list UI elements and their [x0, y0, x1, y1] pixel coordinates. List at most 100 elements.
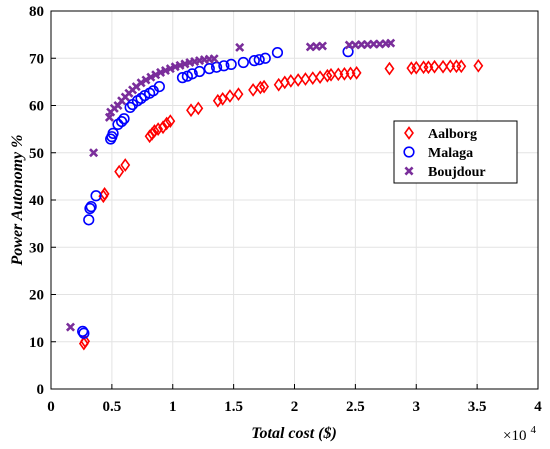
point-malaga: [107, 127, 119, 139]
point-boujdour: [209, 54, 219, 64]
point-malaga: [112, 118, 124, 130]
y-tick-label: 0: [37, 382, 45, 398]
data-points: [65, 38, 484, 351]
point-aalborg: [307, 71, 318, 85]
point-aalborg: [285, 74, 296, 88]
point-malaga: [271, 46, 284, 59]
point-malaga: [83, 214, 95, 226]
point-aalborg: [438, 59, 448, 74]
point-aalborg: [411, 60, 422, 75]
point-malaga: [259, 52, 271, 64]
point-aalborg: [384, 61, 395, 76]
point-aalborg: [456, 59, 467, 74]
x-tick-label: 1.5: [224, 399, 243, 415]
x-tick-label: 2: [291, 399, 299, 415]
legend-marker-malaga: [403, 146, 415, 158]
point-boujdour: [141, 75, 151, 85]
point-boujdour: [317, 41, 328, 51]
point-malaga: [176, 72, 189, 84]
legend-marker-aalborg: [404, 126, 414, 140]
x-tick-label: 0: [47, 399, 55, 415]
point-malaga: [237, 56, 249, 69]
point-aalborg: [233, 87, 244, 102]
y-tick-label: 80: [29, 4, 44, 20]
series-boujdour: [65, 38, 396, 332]
legend-label-malaga: Malaga: [428, 146, 473, 161]
point-malaga: [116, 115, 128, 128]
x-exponent-power: 4: [530, 424, 536, 436]
point-boujdour: [136, 78, 146, 88]
point-aalborg: [217, 92, 228, 106]
point-boujdour: [146, 72, 156, 82]
point-aalborg: [473, 58, 484, 73]
x-tick-label: 2.5: [346, 399, 365, 415]
point-aalborg: [153, 122, 164, 136]
legend-label-aalborg: Aalborg: [428, 127, 477, 142]
x-tick-label: 3.5: [468, 399, 487, 415]
grid-lines: [51, 11, 538, 389]
point-aalborg: [120, 158, 131, 172]
x-exponent-base: ×10: [503, 428, 526, 444]
point-aalborg: [212, 93, 223, 108]
y-tick-label: 10: [29, 335, 44, 351]
point-aalborg: [80, 334, 91, 349]
point-malaga: [77, 325, 89, 337]
series-malaga: [77, 46, 354, 339]
point-aalborg: [293, 73, 304, 87]
y-tick-label: 30: [29, 240, 44, 256]
y-tick-label: 40: [29, 193, 44, 209]
point-aalborg: [99, 186, 110, 201]
point-malaga: [85, 201, 97, 213]
y-axis-label: Power Autonomy %: [9, 135, 26, 267]
y-tick-label: 70: [29, 51, 44, 67]
x-ticks: 0 0.5 1 1.5 2 2.5 3 3.5 4: [47, 384, 542, 415]
point-malaga: [225, 58, 237, 70]
y-ticks: 0 10 20 30 40 50 60 70 80: [29, 4, 56, 398]
x-tick-label: 1: [169, 399, 177, 415]
legend: Aalborg Malaga Boujdour: [393, 120, 518, 184]
point-malaga: [203, 63, 215, 75]
point-aalborg: [114, 164, 125, 179]
y-tick-label: 50: [29, 146, 44, 162]
point-aalborg: [255, 80, 266, 95]
point-malaga: [78, 327, 90, 339]
point-malaga: [124, 101, 136, 113]
point-aalborg: [326, 67, 336, 82]
point-aalborg: [193, 101, 204, 116]
point-malaga: [248, 55, 260, 67]
point-aalborg: [300, 72, 311, 86]
point-malaga: [253, 54, 265, 66]
point-malaga: [218, 60, 230, 72]
point-boujdour: [235, 42, 245, 52]
x-exponent: ×10 4: [503, 424, 536, 444]
series-aalborg: [78, 58, 484, 351]
point-malaga: [135, 92, 147, 105]
point-boujdour: [151, 70, 161, 80]
legend-label-boujdour: Boujdour: [428, 165, 486, 180]
x-axis-label: Total cost ($): [251, 425, 337, 442]
y-tick-label: 20: [29, 288, 44, 304]
point-aalborg: [248, 83, 259, 97]
point-malaga: [118, 113, 130, 125]
point-aalborg: [351, 66, 362, 80]
point-boujdour: [386, 38, 396, 48]
point-malaga: [193, 65, 206, 78]
x-tick-label: 4: [534, 399, 542, 415]
point-aalborg: [147, 126, 157, 141]
point-malaga: [153, 80, 165, 93]
point-malaga: [186, 68, 198, 80]
point-aalborg: [259, 79, 270, 94]
point-aalborg: [322, 68, 333, 83]
point-aalborg: [161, 116, 172, 131]
y-tick-label: 60: [29, 99, 44, 115]
x-tick-label: 3: [413, 399, 421, 415]
point-aalborg: [158, 120, 168, 135]
point-boujdour: [89, 148, 99, 158]
legend-marker-boujdour: [404, 166, 414, 176]
point-aalborg: [165, 114, 176, 128]
point-aalborg: [149, 124, 160, 138]
x-tick-label: 0.5: [103, 399, 122, 415]
point-malaga: [90, 190, 102, 202]
point-malaga: [84, 202, 96, 215]
